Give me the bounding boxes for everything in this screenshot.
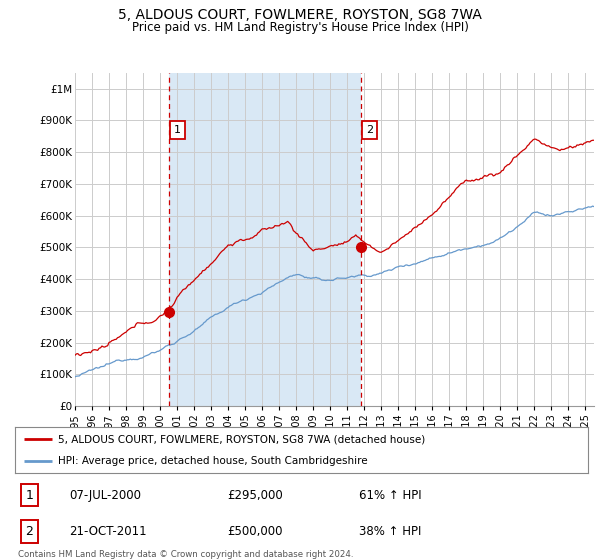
- Text: Price paid vs. HM Land Registry's House Price Index (HPI): Price paid vs. HM Land Registry's House …: [131, 21, 469, 34]
- Text: 21-OCT-2011: 21-OCT-2011: [70, 525, 147, 538]
- Text: 5, ALDOUS COURT, FOWLMERE, ROYSTON, SG8 7WA: 5, ALDOUS COURT, FOWLMERE, ROYSTON, SG8 …: [118, 8, 482, 22]
- Text: Contains HM Land Registry data © Crown copyright and database right 2024.
This d: Contains HM Land Registry data © Crown c…: [18, 550, 353, 560]
- Text: 07-JUL-2000: 07-JUL-2000: [70, 488, 142, 502]
- Text: 5, ALDOUS COURT, FOWLMERE, ROYSTON, SG8 7WA (detached house): 5, ALDOUS COURT, FOWLMERE, ROYSTON, SG8 …: [58, 434, 425, 444]
- Text: 2: 2: [25, 525, 33, 538]
- Text: 1: 1: [174, 125, 181, 135]
- Text: £295,000: £295,000: [227, 488, 283, 502]
- Text: 2: 2: [366, 125, 373, 135]
- Text: 1: 1: [25, 488, 33, 502]
- Text: £500,000: £500,000: [227, 525, 283, 538]
- Bar: [169, 73, 361, 406]
- Text: 38% ↑ HPI: 38% ↑ HPI: [359, 525, 421, 538]
- Text: 61% ↑ HPI: 61% ↑ HPI: [359, 488, 421, 502]
- Text: HPI: Average price, detached house, South Cambridgeshire: HPI: Average price, detached house, Sout…: [58, 456, 368, 466]
